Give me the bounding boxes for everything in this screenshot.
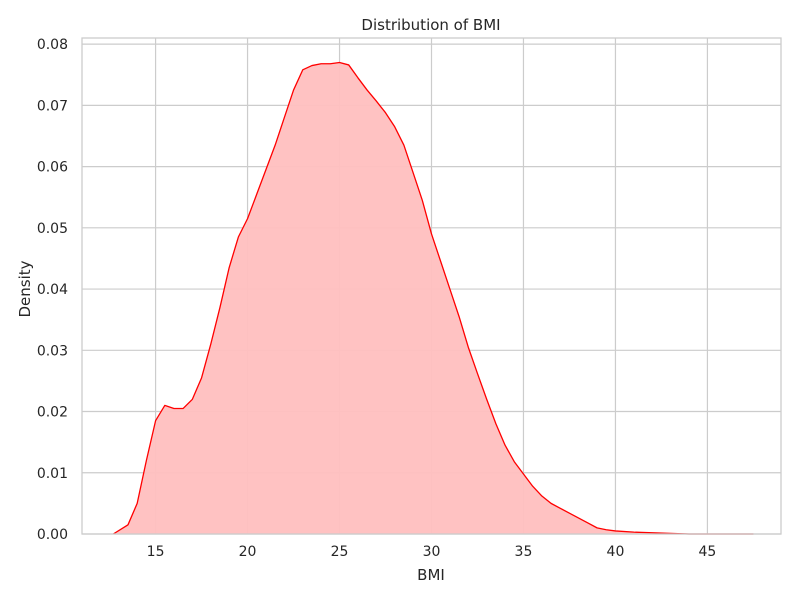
y-tick-label: 0.08: [37, 37, 68, 53]
axes-frame: [81, 37, 782, 535]
y-tick-label: 0.06: [37, 160, 68, 176]
x-tick-label: 40: [607, 544, 625, 560]
y-axis-label: Density: [16, 260, 34, 317]
chart-title: Distribution of BMI: [361, 16, 500, 34]
y-tick-label: 0.05: [37, 221, 68, 237]
y-tick-label: 0.03: [37, 343, 68, 359]
x-tick-label: 15: [147, 544, 165, 560]
density-line: [112, 61, 754, 535]
y-tick-label: 0.01: [37, 466, 68, 482]
y-tick-label: 0.07: [37, 98, 68, 114]
x-tick-label: 35: [515, 544, 533, 560]
axes-border: [81, 37, 782, 535]
y-tick-label: 0.00: [37, 527, 68, 543]
tick-labels: 15 20 25 30 35 40 45 0.00 0.01 0.02 0.03 0.04 0.05 0.…: [37, 37, 717, 560]
x-axis-label: BMI: [417, 566, 445, 584]
x-tick-label: 20: [239, 544, 257, 560]
x-tick-label: 25: [331, 544, 349, 560]
plot-area: [112, 61, 754, 535]
y-tick-label: 0.04: [37, 282, 68, 298]
x-tick-label: 45: [699, 544, 717, 560]
density-area-fill: [113, 62, 754, 535]
y-tick-label: 0.02: [37, 405, 68, 421]
x-tick-label: 30: [423, 544, 441, 560]
